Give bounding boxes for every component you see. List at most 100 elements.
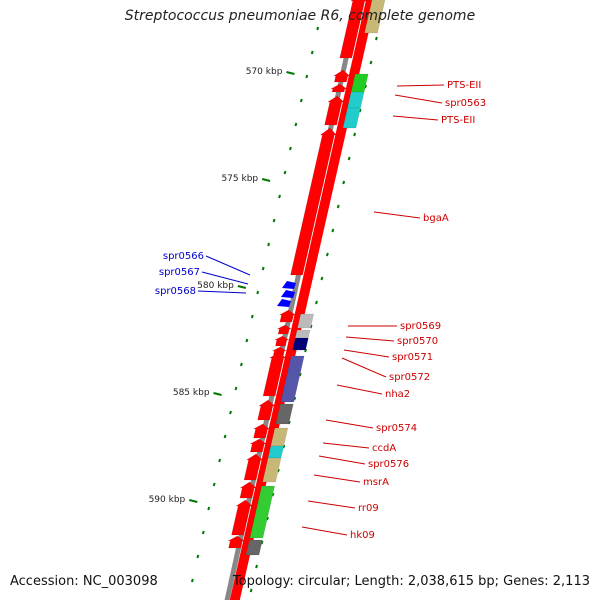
reverse-gene-arrow [281,290,295,298]
tick-mark [309,324,313,329]
tick-mark [315,300,318,305]
map-title: Streptococcus pneumoniae R6, complete ge… [124,8,476,24]
gene-label: spr0563 [445,98,486,109]
gene-label: spr0572 [389,372,430,383]
tick-mark [369,60,373,65]
gene-arrow [262,351,287,397]
tick-mark [229,410,232,415]
tick-mark [260,540,264,545]
cog-block [262,457,282,483]
tick-mark [196,554,200,559]
tick-mark [234,386,238,391]
gene-label: nha2 [385,389,410,400]
cog-block [292,337,309,351]
tick-mark [336,204,340,209]
gene-arrows [228,0,368,549]
leader-line [322,442,370,449]
gene-arrow [330,83,348,93]
tick-mark [249,588,253,593]
gene-arrow [274,335,290,347]
cog-block [245,539,263,556]
gene-label: spr0571 [392,352,433,363]
scale-ticks [190,26,378,593]
tick-mark [305,74,309,79]
cog-block [249,485,275,539]
tick-mark [223,434,227,439]
tick-mark [267,242,271,247]
gene-arrow [324,95,345,126]
leader-line [318,455,366,465]
tick-mark [293,396,297,401]
tick-mark [201,530,205,535]
leader-line [201,271,249,285]
tick-mark [364,84,367,89]
cog-block [275,403,294,425]
leader-line [392,115,439,121]
leader-line [341,357,387,378]
gene-label: msrA [363,477,389,488]
tick-mark [287,420,291,425]
tick-mark [190,578,194,583]
leader-line [394,94,443,104]
leader-line [336,384,383,395]
gene-label: rr09 [358,503,379,514]
gene-label: hk09 [350,530,375,541]
scale-label: 575 kbp [221,174,258,184]
tick-mark [325,252,329,257]
gene-arrow [231,499,253,536]
gene-label: spr0570 [397,336,438,347]
cog-block [267,445,285,459]
tick-mark [320,276,324,281]
tick-mark [358,108,362,113]
tick-mark [347,156,351,161]
gene-label: spr0576 [368,459,409,470]
reverse-gene-arrow [277,299,291,307]
leader-line [325,419,374,429]
leader-line [345,336,395,342]
tick-mark [278,194,282,199]
major-tick [261,178,271,182]
tick-mark [250,314,254,319]
tick-mark [271,492,275,497]
label-leaders [197,84,445,536]
cog-blocks [245,0,386,556]
major-tick [237,285,247,289]
cog-block [364,0,386,34]
tick-mark [256,290,260,295]
tick-mark [289,146,292,151]
gene-arrow [279,309,297,323]
tick-mark [266,516,269,521]
tick-mark [316,26,320,31]
scale-label: 590 kbp [149,495,186,505]
gene-arrow [339,0,368,59]
tick-mark [283,170,287,175]
major-tick [189,499,198,503]
major-tick [213,392,222,396]
gene-label: spr0569 [400,321,441,332]
gene-arrow [228,535,245,549]
tick-mark [331,228,335,233]
gene-label: spr0574 [376,423,417,434]
leader-line [313,474,361,483]
leader-line [343,349,390,358]
scale-label: 570 kbp [246,67,283,77]
gene-label: spr0568 [155,286,196,297]
cog-block [280,355,305,403]
cog-block [297,313,315,329]
gene-arrow [332,69,351,83]
gene-arrow [239,481,257,499]
tick-mark [218,458,222,463]
accession-text: Accession: NC_003098 [10,574,158,589]
leader-line [301,526,348,536]
leader-line [307,500,356,509]
gene-label: ccdA [372,443,396,454]
gene-label: spr0567 [159,267,200,278]
leader-line [373,211,421,219]
leader-line [205,255,251,276]
scale-labels: 570 kbp 575 kbp 580 kbp 585 kbp 590 kbp [149,67,295,505]
gene-arrow [253,423,271,439]
tick-mark [282,444,286,449]
tick-mark [261,266,265,271]
tick-mark [310,50,314,55]
